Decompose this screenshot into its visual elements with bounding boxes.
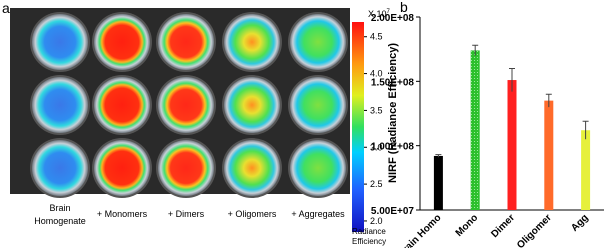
colorbar-label: Radiance — [352, 227, 386, 236]
column-label: + Monomers — [97, 209, 148, 219]
colorbar-multiplier: X 107 — [368, 9, 391, 19]
error-bar — [509, 67, 515, 92]
well — [94, 77, 150, 133]
column-label: Brain — [49, 203, 70, 213]
x-tick-label: Dimer — [489, 212, 517, 240]
colorbar-label: Efficiency — [352, 237, 386, 246]
well-image — [30, 12, 348, 198]
well — [224, 140, 280, 196]
panel-label: b — [400, 0, 408, 15]
well — [290, 140, 346, 196]
well — [290, 14, 346, 70]
well — [158, 14, 214, 70]
error-bar — [545, 93, 552, 108]
colorbar-tick-label: 4.5 — [370, 32, 383, 42]
y-axis-title: NIRF (Radiance Efficiency) — [387, 43, 399, 183]
well — [290, 77, 346, 133]
well — [158, 140, 214, 196]
well — [158, 77, 214, 133]
well — [94, 140, 150, 196]
error-bar — [435, 154, 442, 158]
y-tick-label: 1.50E+08 — [371, 77, 415, 88]
well — [32, 14, 88, 70]
column-label: + Aggregates — [291, 209, 345, 219]
x-tick-label: Agg — [569, 212, 591, 234]
error-bar — [582, 120, 589, 140]
colorbar-tick-label: 2.5 — [370, 179, 383, 189]
panel-label: a — [2, 0, 10, 16]
column-label: + Oligomers — [228, 209, 277, 219]
colorbar-tick-label: 3.0 — [370, 142, 383, 152]
x-tick-label: Mono — [454, 212, 481, 239]
well — [32, 77, 88, 133]
x-tick-label: Brain Homo — [396, 212, 444, 248]
column-label: + Dimers — [168, 209, 205, 219]
colorbar-tick-label: 4.0 — [370, 69, 383, 79]
bar — [544, 100, 554, 210]
colorbar — [352, 22, 364, 232]
x-tick-label: Oligomer — [515, 212, 554, 248]
well — [224, 77, 280, 133]
colorbar-tick-label: 2.0 — [370, 216, 383, 226]
y-tick-label: 2.00E+08 — [371, 13, 415, 24]
column-label: Homogenate — [34, 216, 86, 226]
bar — [470, 50, 480, 210]
well — [32, 140, 88, 196]
bar — [433, 155, 443, 210]
y-tick-label: 5.00E+07 — [371, 206, 415, 217]
error-bar — [472, 44, 479, 56]
well — [94, 14, 150, 70]
well — [224, 14, 280, 70]
bar — [581, 130, 591, 210]
bar — [507, 80, 517, 211]
y-tick-label: 1.00E+08 — [371, 142, 415, 153]
colorbar-tick-label: 3.5 — [370, 105, 383, 115]
